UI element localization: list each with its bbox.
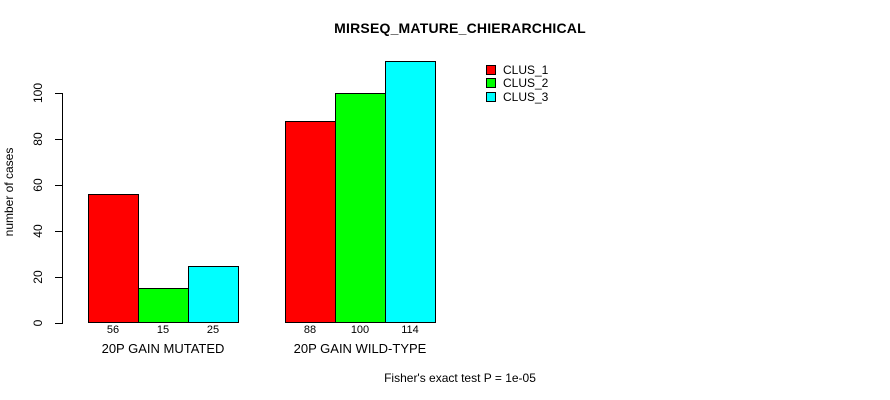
bar-clus_3-1 bbox=[188, 266, 239, 323]
y-tick bbox=[55, 277, 63, 278]
x-group-label: 20P GAIN MUTATED bbox=[101, 341, 225, 356]
y-tick-label: 40 bbox=[31, 224, 45, 238]
legend-swatch-icon bbox=[486, 91, 496, 102]
legend: CLUS_1 CLUS_2 CLUS_3 bbox=[486, 64, 548, 105]
bar-clus_1-2 bbox=[285, 121, 336, 323]
legend-label: CLUS_2 bbox=[503, 76, 549, 90]
y-tick bbox=[55, 231, 63, 232]
y-tick bbox=[55, 139, 63, 140]
bar-clus_3-2 bbox=[385, 61, 436, 323]
bar-value-label: 88 bbox=[303, 324, 317, 336]
legend-swatch-icon bbox=[486, 78, 496, 88]
chart-title: MIRSEQ_MATURE_CHIERARCHICAL bbox=[334, 20, 586, 36]
legend-label: CLUS_1 bbox=[503, 62, 549, 77]
annotation-caption: Fisher's exact test P = 1e-05 bbox=[384, 371, 536, 385]
y-axis-line bbox=[62, 93, 63, 324]
y-tick bbox=[55, 185, 63, 186]
bar-value-label: 56 bbox=[106, 324, 120, 336]
bar-clus_1-1 bbox=[88, 194, 139, 323]
y-tick bbox=[55, 323, 63, 324]
y-tick-label: 0 bbox=[31, 319, 45, 327]
legend-label: CLUS_3 bbox=[503, 89, 549, 104]
y-tick-label: 100 bbox=[31, 82, 45, 104]
y-tick-label: 20 bbox=[31, 270, 45, 284]
legend-swatch-icon bbox=[486, 64, 496, 75]
bar-value-label: 100 bbox=[350, 324, 370, 336]
y-tick bbox=[55, 93, 63, 94]
legend-row: CLUS_3 bbox=[486, 89, 549, 104]
y-tick-label: 80 bbox=[31, 132, 45, 146]
bar-value-label: 114 bbox=[401, 324, 419, 336]
legend-row: CLUS_1 bbox=[486, 62, 549, 77]
bar-clus_2-2 bbox=[335, 93, 386, 323]
y-axis-label: number of cases bbox=[2, 147, 16, 237]
bar-value-label: 25 bbox=[206, 324, 220, 336]
bar-clus_2-1 bbox=[138, 288, 189, 323]
x-group-label: 20P GAIN WILD-TYPE bbox=[293, 341, 427, 356]
legend-row: CLUS_2 bbox=[486, 76, 549, 90]
y-tick-label: 60 bbox=[31, 178, 45, 192]
bar-value-label: 15 bbox=[156, 324, 170, 336]
